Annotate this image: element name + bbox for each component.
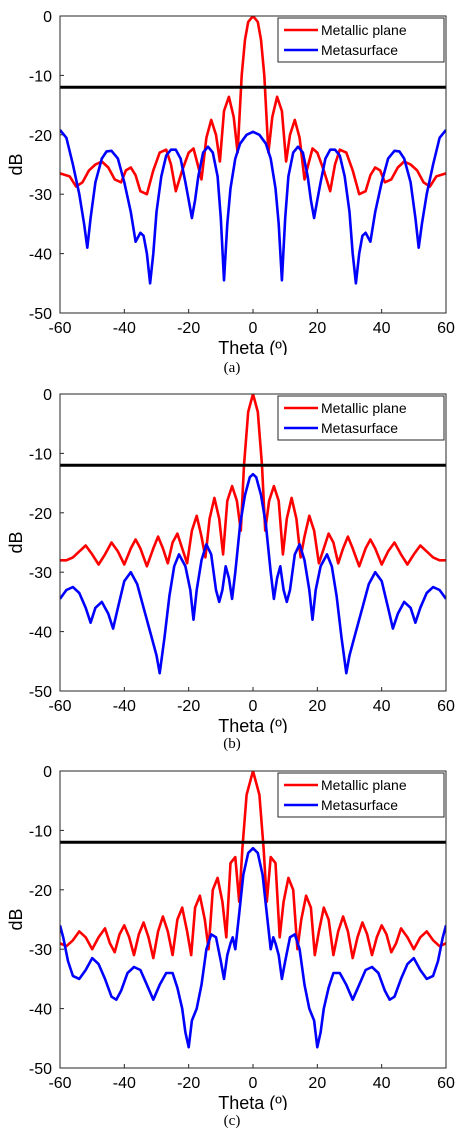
legend-label: Metasurface: [321, 797, 398, 813]
x-tick-label: -40: [113, 320, 136, 337]
legend-label: Metallic plane: [321, 400, 407, 416]
y-tick-label: -20: [29, 128, 52, 145]
x-tick-label: -60: [48, 1075, 71, 1092]
y-tick-label: -10: [29, 823, 52, 840]
plot-frame: [59, 15, 447, 314]
y-tick-label: -10: [29, 446, 52, 463]
y-tick-label: -20: [29, 883, 52, 900]
legend-label: Metallic plane: [321, 777, 407, 793]
y-tick-label: -10: [29, 68, 52, 85]
caption-a: (a): [223, 360, 241, 376]
y-tick-label: -50: [29, 684, 52, 701]
y-axis-label: dB: [6, 908, 26, 930]
series-line-metasurface: [60, 846, 446, 1049]
legend-label: Metallic plane: [321, 22, 407, 38]
y-tick-label: 0: [43, 764, 52, 781]
y-tick-label: 0: [43, 387, 52, 404]
series-line-metallic-plane: [60, 394, 446, 568]
x-tick-label: -20: [177, 320, 200, 337]
x-tick-label: 20: [308, 320, 326, 337]
x-tick-label: -20: [177, 1075, 200, 1092]
x-tick-label: 60: [437, 1075, 455, 1092]
legend-label: Metasurface: [321, 420, 398, 436]
chart-panel-b: -60 -40 -20 0 20 40 60 0 -10 -20 -30 -40 -50 Metallic…: [0, 378, 464, 756]
x-axis-label: Theta (º): [218, 338, 288, 355]
y-tick-label: 0: [43, 9, 52, 26]
chart-panel-c: -60 -40 -20 0 20 40 60 0 -10 -20 -30 -40 -50 Metallic…: [0, 755, 464, 1133]
x-tick-label: -40: [113, 698, 136, 715]
x-tick-label: 20: [308, 698, 326, 715]
y-axis-label: dB: [6, 531, 26, 553]
x-tick-label: 60: [437, 698, 455, 715]
x-axis-label: Theta (º): [218, 716, 288, 733]
x-tick-label: 0: [249, 320, 258, 337]
plot-frame: [59, 393, 447, 692]
caption-c: (c): [223, 1113, 241, 1129]
x-tick-label: -40: [113, 1075, 136, 1092]
y-tick-label: -20: [29, 506, 52, 523]
y-tick-label: -40: [29, 625, 52, 642]
y-tick-label: -50: [29, 1061, 52, 1078]
y-tick-label: -40: [29, 1002, 52, 1019]
x-tick-label: -20: [177, 698, 200, 715]
chart-panel-a: -60 -40 -20 0 20 40 60 0 -10 -20 -30 -40 -50 Metallic…: [0, 0, 464, 378]
legend-box: [277, 17, 445, 63]
chart-a: -60 -40 -20 0 20 40 60 0 -10 -20 -30 -40 -50 Metallic…: [6, 9, 455, 355]
x-tick-label: 20: [308, 1075, 326, 1092]
x-tick-label: 0: [249, 1075, 258, 1092]
x-tick-label: 60: [437, 320, 455, 337]
x-tick-label: 40: [373, 320, 391, 337]
legend-box: [277, 395, 445, 441]
series-line-metasurface: [60, 472, 446, 675]
caption-b: (b): [223, 736, 241, 752]
x-tick-label: 40: [373, 1075, 391, 1092]
legend-label: Metasurface: [321, 42, 398, 58]
x-tick-label: 40: [373, 698, 391, 715]
y-tick-label: -50: [29, 306, 52, 323]
y-axis-label: dB: [6, 153, 26, 175]
x-tick-label: -60: [48, 320, 71, 337]
chart-b: -60 -40 -20 0 20 40 60 0 -10 -20 -30 -40 -50 Metallic…: [6, 387, 455, 733]
y-tick-label: -30: [29, 187, 52, 204]
x-tick-label: 0: [249, 698, 258, 715]
legend-box: [277, 772, 445, 818]
plot-frame: [59, 770, 447, 1069]
y-tick-label: -30: [29, 565, 52, 582]
y-tick-label: -40: [29, 247, 52, 264]
series-line-metallic-plane: [60, 16, 446, 196]
x-axis-label: Theta (º): [218, 1093, 288, 1110]
series-line-metallic-plane: [60, 771, 446, 960]
y-tick-label: -30: [29, 942, 52, 959]
x-tick-label: -60: [48, 698, 71, 715]
series-line-metasurface: [60, 129, 446, 285]
chart-c: -60 -40 -20 0 20 40 60 0 -10 -20 -30 -40 -50 Metallic…: [6, 764, 455, 1110]
